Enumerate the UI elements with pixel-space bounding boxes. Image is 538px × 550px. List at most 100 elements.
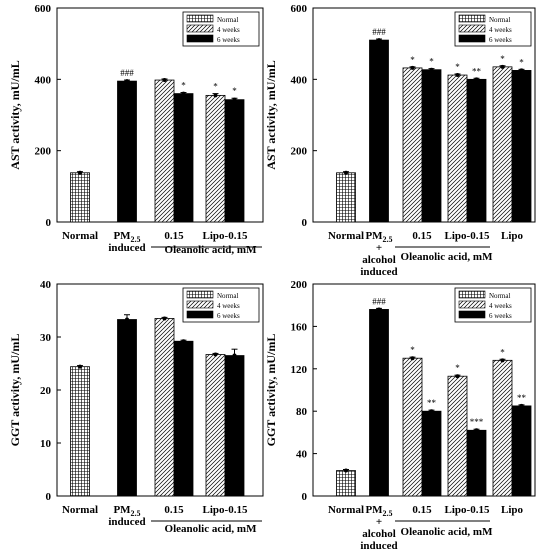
mean-point <box>344 170 348 175</box>
category-label: Normal <box>62 230 98 242</box>
bar-w4 <box>402 357 423 497</box>
category-label-sub: 2.5 <box>131 235 141 244</box>
y-tick-label: 40 <box>40 279 52 291</box>
category-label-extra: alcohol <box>362 528 396 540</box>
mean-point <box>377 38 381 43</box>
mean-point <box>181 339 186 344</box>
category-label-sub: 2.5 <box>383 509 393 518</box>
mean-point <box>410 356 415 361</box>
group-label: Oleanolic acid, mM <box>401 526 494 538</box>
category-label-extra: induced <box>360 540 397 550</box>
chart-panel-bottom-left: 0 10 20 30 40 GGT activity, mU/mL Normal PM2.5i… <box>8 279 264 535</box>
bar-w4 <box>492 66 513 223</box>
mean-point <box>410 65 415 70</box>
significance-mark: * <box>455 363 460 373</box>
category-label-main: PM <box>365 230 383 242</box>
y-axis-label: GGT activity, mU/mL <box>264 334 278 447</box>
y-tick-label: 200 <box>291 279 308 291</box>
significance-mark: * <box>410 345 415 355</box>
category-label-main: PM <box>365 504 383 516</box>
mean-point <box>125 79 129 84</box>
group-label: Oleanolic acid, mM <box>401 251 494 263</box>
legend-swatch-w4 <box>186 24 214 33</box>
category-label: Lipo-0.15 <box>203 230 248 242</box>
significance-mark: * <box>519 57 524 67</box>
legend-swatch-w4 <box>458 300 486 309</box>
bar-w6 <box>173 93 194 223</box>
y-tick-label: 160 <box>291 321 308 333</box>
category-label: PM2.5 <box>113 504 140 518</box>
significance-mark: * <box>232 86 237 96</box>
legend-swatch-normal <box>186 14 214 23</box>
mean-point <box>519 68 524 73</box>
mean-point <box>213 352 218 357</box>
category-label: 0.15 <box>412 504 432 516</box>
significance-mark: * <box>429 57 434 67</box>
y-tick-label: 400 <box>35 74 52 86</box>
bar-w6 <box>511 70 532 223</box>
bar-w4 <box>447 74 468 223</box>
category-label-extra: induced <box>360 266 397 278</box>
mean-point <box>232 353 237 358</box>
mean-point <box>455 374 460 379</box>
y-tick-label: 400 <box>291 74 308 86</box>
legend-label-normal: Normal <box>489 16 510 24</box>
bar-normal <box>336 470 356 497</box>
legend: Normal 4 weeks 6 weeks <box>454 11 532 47</box>
y-tick-label: 200 <box>291 146 308 158</box>
category-label: Lipo <box>501 230 524 242</box>
y-tick-label: 0 <box>302 491 308 503</box>
legend-swatch-w6 <box>458 310 486 319</box>
category-label-sub: 2.5 <box>131 509 141 518</box>
category-label: Normal <box>328 230 364 242</box>
category-label: PM2.5 <box>365 504 392 518</box>
group-label: Oleanolic acid, mM <box>165 244 258 256</box>
mean-point <box>181 91 186 96</box>
legend-label-w6: 6 weeks <box>217 312 240 320</box>
bar-w4 <box>154 318 175 497</box>
category-label: Normal <box>62 504 98 516</box>
bar-w6 <box>421 410 442 497</box>
chart-panel-top-right: 0 200 400 600 AST activity, mU/mL Normal ### PM… <box>264 3 536 278</box>
category-label: Normal <box>328 504 364 516</box>
y-tick-label: 80 <box>296 406 308 418</box>
y-axis-label: GGT activity, mU/mL <box>8 334 22 447</box>
chart-panel-top-left: 0 200 400 600 AST activity, mU/mL Normal ### PM… <box>8 3 264 256</box>
legend-label-w4: 4 weeks <box>489 302 512 310</box>
y-axis-label: AST activity, mU/mL <box>264 60 278 169</box>
category-label-extra: induced <box>108 516 145 528</box>
category-label-main: PM <box>113 230 131 242</box>
y-tick-label: 40 <box>296 449 308 461</box>
category-label: PM2.5 <box>113 230 140 244</box>
significance-mark: ** <box>517 393 527 403</box>
bar-w6 <box>117 80 137 223</box>
legend-label-w6: 6 weeks <box>489 312 512 320</box>
chart-panel-bottom-right: 0 40 80 120 160 200 GGT activity, mU/mL Normal #… <box>264 279 536 550</box>
legend-label-w4: 4 weeks <box>217 26 240 34</box>
category-label: Lipo-0.15 <box>445 504 490 516</box>
mean-point <box>78 364 82 369</box>
legend-label-normal: Normal <box>489 292 510 300</box>
y-tick-label: 600 <box>291 3 308 15</box>
mean-point <box>78 170 82 175</box>
legend: Normal 4 weeks 6 weeks <box>182 11 260 47</box>
category-label-sub: 2.5 <box>383 235 393 244</box>
bar-w6 <box>117 319 137 497</box>
legend-label-normal: Normal <box>217 292 238 300</box>
bar-normal <box>70 172 90 223</box>
significance-mark: ### <box>120 68 134 78</box>
y-tick-label: 20 <box>40 385 52 397</box>
bar-w6 <box>466 429 487 497</box>
mean-point <box>474 77 479 82</box>
y-tick-label: 200 <box>35 146 52 158</box>
bar-w6 <box>511 405 532 497</box>
legend-label-w6: 6 weeks <box>489 36 512 44</box>
legend-label-w6: 6 weeks <box>217 36 240 44</box>
mean-point <box>519 403 524 408</box>
category-label-extra: alcohol <box>362 254 396 266</box>
category-label-extra: + <box>376 242 382 254</box>
legend: Normal 4 weeks 6 weeks <box>454 287 532 323</box>
legend-swatch-w6 <box>186 310 214 319</box>
bar-w4 <box>492 359 513 497</box>
